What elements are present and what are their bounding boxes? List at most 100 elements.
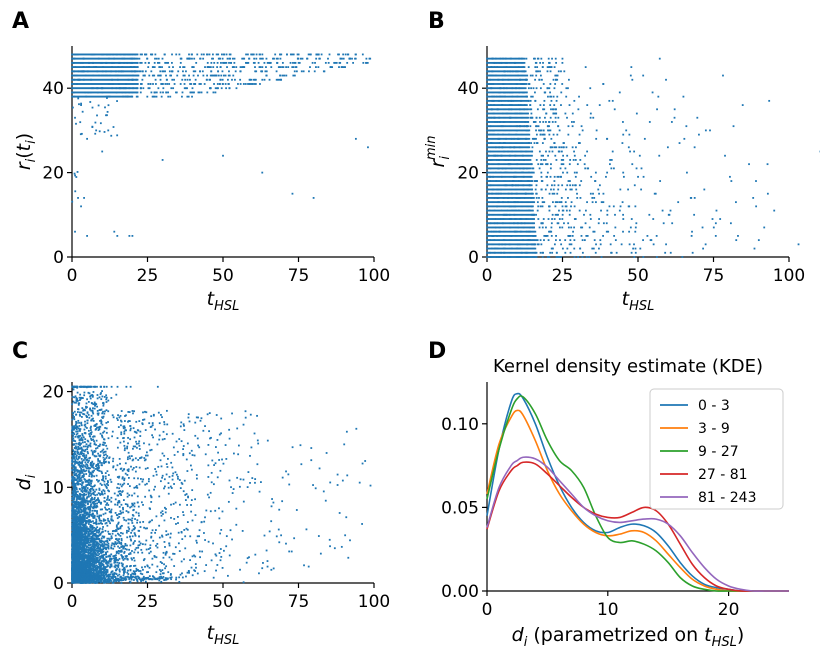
data-point xyxy=(192,74,195,77)
data-point xyxy=(509,99,511,102)
data-point xyxy=(95,91,98,94)
data-point xyxy=(503,201,505,204)
data-point xyxy=(511,235,514,237)
data-point xyxy=(545,226,547,229)
data-point xyxy=(78,91,81,94)
data-point xyxy=(505,142,508,144)
data-point xyxy=(523,142,526,144)
data-point xyxy=(490,133,493,136)
data-point xyxy=(549,95,552,98)
data-point xyxy=(117,57,120,60)
data-point xyxy=(130,74,133,77)
data-point xyxy=(525,205,528,208)
data-point xyxy=(735,201,737,204)
data-point xyxy=(107,53,109,56)
data-point xyxy=(507,112,510,115)
data-point xyxy=(90,83,92,85)
data-point xyxy=(520,112,523,115)
data-point xyxy=(529,235,532,237)
data-point xyxy=(112,78,115,81)
data-point xyxy=(525,163,528,166)
data-point xyxy=(507,129,510,132)
data-point xyxy=(566,116,568,119)
data-point xyxy=(533,239,536,242)
data-point xyxy=(500,209,503,212)
data-point xyxy=(82,74,85,77)
data-point xyxy=(523,171,526,174)
data-point xyxy=(671,222,674,225)
data-point xyxy=(529,167,532,170)
data-point xyxy=(506,171,509,174)
data-point xyxy=(506,230,509,233)
data-point xyxy=(549,175,552,178)
data-point xyxy=(109,70,111,73)
data-point xyxy=(94,87,97,90)
data-point xyxy=(259,83,261,85)
data-point xyxy=(551,213,554,216)
data-point xyxy=(535,192,538,195)
data-point xyxy=(524,125,527,128)
data-point xyxy=(147,66,150,68)
data-point xyxy=(499,222,502,225)
data-point xyxy=(495,243,498,246)
data-point xyxy=(495,125,498,128)
data-point xyxy=(535,137,537,140)
data-point xyxy=(501,121,504,123)
data-point xyxy=(172,66,174,68)
data-point xyxy=(513,66,516,68)
data-point xyxy=(614,239,617,242)
data-point xyxy=(504,205,507,208)
data-point xyxy=(522,125,525,128)
data-point xyxy=(161,57,164,60)
data-point xyxy=(268,61,271,64)
data-point xyxy=(513,188,516,191)
data-point xyxy=(515,226,517,229)
data-point xyxy=(548,61,551,64)
data-point xyxy=(165,74,167,77)
data-point xyxy=(103,53,106,56)
data-point xyxy=(499,57,502,60)
data-point xyxy=(117,66,120,68)
data-point xyxy=(493,167,496,170)
data-point xyxy=(600,209,602,212)
x-axis-label: tHSL xyxy=(207,622,240,648)
data-point xyxy=(578,133,581,136)
data-point xyxy=(527,112,529,115)
data-point xyxy=(500,180,503,182)
data-point xyxy=(499,188,502,191)
data-point xyxy=(513,61,516,64)
data-point xyxy=(119,66,122,68)
data-point xyxy=(245,53,247,56)
data-point xyxy=(521,137,523,140)
data-point xyxy=(501,142,504,144)
data-point xyxy=(525,175,528,178)
data-point xyxy=(219,66,222,68)
data-point xyxy=(139,87,142,90)
data-point xyxy=(493,197,496,199)
data-point xyxy=(136,66,139,68)
data-point xyxy=(525,230,528,233)
data-point xyxy=(518,197,521,199)
data-point xyxy=(508,108,510,111)
data-point xyxy=(519,116,522,119)
data-point xyxy=(560,70,562,73)
data-point xyxy=(264,70,267,73)
data-point xyxy=(516,87,519,90)
data-point xyxy=(487,163,490,166)
data-point xyxy=(499,70,502,73)
data-point xyxy=(517,184,520,187)
data-point xyxy=(510,112,513,115)
data-point xyxy=(108,95,111,98)
data-point xyxy=(715,209,718,212)
data-point xyxy=(528,251,531,254)
data-point xyxy=(495,175,498,178)
data-point xyxy=(652,243,655,246)
data-point xyxy=(489,78,492,81)
data-point xyxy=(496,218,499,220)
data-point xyxy=(516,61,519,64)
data-point xyxy=(539,87,542,90)
data-point xyxy=(111,78,113,81)
data-point xyxy=(529,171,532,174)
data-point xyxy=(629,226,632,229)
data-point xyxy=(222,154,224,157)
